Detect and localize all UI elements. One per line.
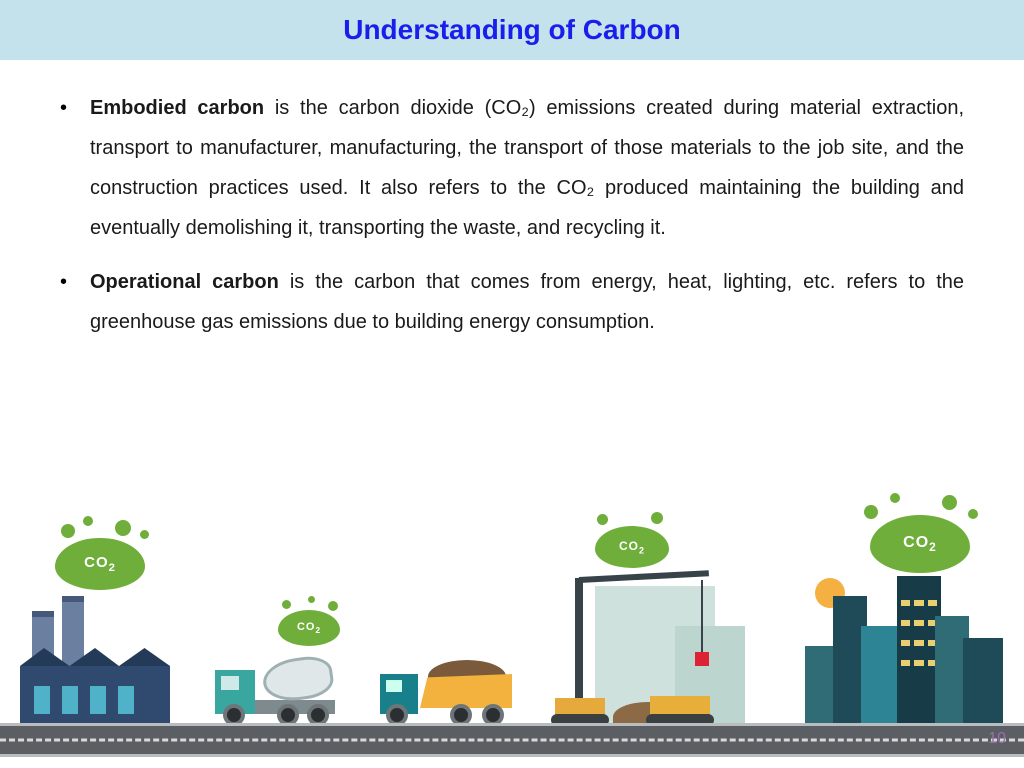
construction-site-icon xyxy=(555,526,765,726)
factory-icon xyxy=(20,596,190,726)
city-skyline-icon xyxy=(805,556,1010,726)
co2-cloud-icon: CO2 xyxy=(55,538,145,590)
co2-cloud-icon: CO2 xyxy=(278,610,340,646)
bullet-text: Embodied carbon is the carbon dioxide (C… xyxy=(90,88,964,248)
bullet-item: • Operational carbon is the carbon that … xyxy=(60,262,964,342)
bullet-item: • Embodied carbon is the carbon dioxide … xyxy=(60,88,964,248)
slide-title: Understanding of Carbon xyxy=(343,14,681,46)
title-bar: Understanding of Carbon xyxy=(0,0,1024,60)
bullet-marker: • xyxy=(60,262,90,342)
bullet-marker: • xyxy=(60,88,90,248)
carbon-infographic: CO2 CO2 CO2 CO2 xyxy=(0,508,1024,768)
road xyxy=(0,726,1024,754)
dump-truck-icon xyxy=(380,646,530,726)
road-edge xyxy=(0,754,1024,757)
body-content: • Embodied carbon is the carbon dioxide … xyxy=(0,60,1024,342)
cement-truck-icon xyxy=(215,646,365,726)
page-number: 10 xyxy=(988,730,1006,748)
bullet-text: Operational carbon is the carbon that co… xyxy=(90,262,964,342)
